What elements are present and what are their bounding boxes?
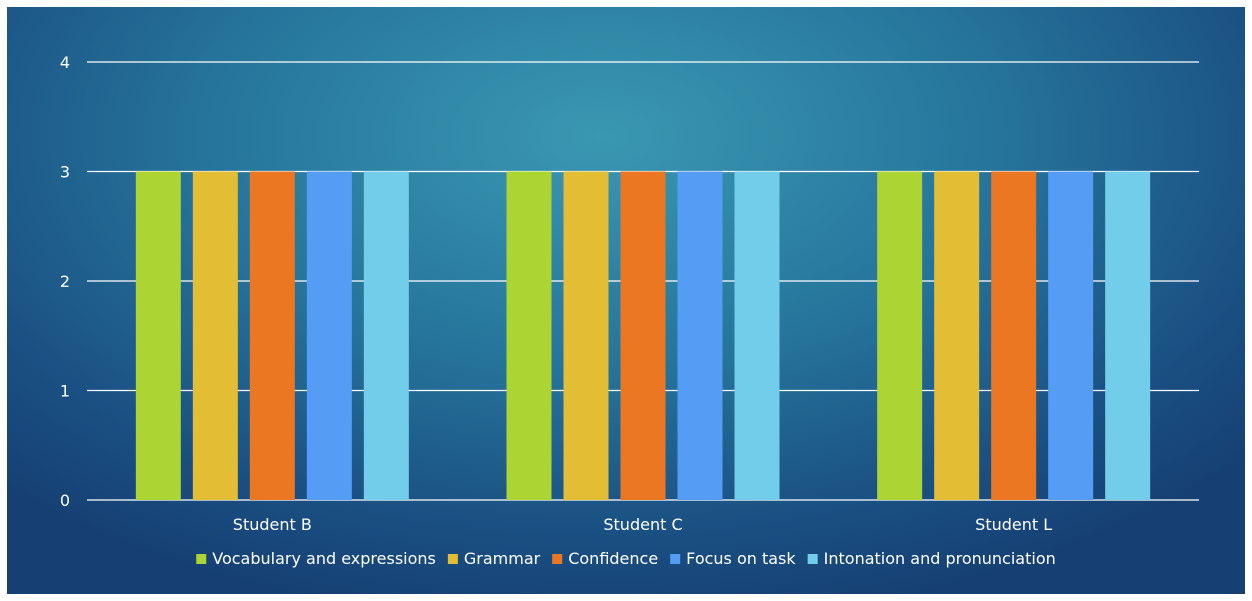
legend-swatch bbox=[552, 554, 563, 564]
bar-focus-on-task-student-l bbox=[1048, 171, 1094, 500]
y-tick-label: 4 bbox=[60, 53, 70, 72]
bar-chart: 0 1 2 3 4 Student B Student C Student L Vocabu… bbox=[60, 53, 1199, 568]
y-axis-tick-labels: 0 1 2 3 4 bbox=[60, 53, 70, 510]
bar-focus-on-task-student-b bbox=[306, 171, 352, 500]
bar-intonation-and-pronunciation-student-b bbox=[363, 171, 409, 500]
bar-confidence-student-b bbox=[249, 171, 295, 500]
legend-label: Grammar bbox=[464, 549, 541, 568]
legend-item: Confidence bbox=[552, 549, 658, 568]
legend-label: Focus on task bbox=[686, 549, 796, 568]
legend-label: Confidence bbox=[568, 549, 658, 568]
legend-item: Vocabulary and expressions bbox=[196, 549, 436, 568]
y-tick-label: 2 bbox=[60, 272, 70, 291]
bar-grammar-student-c bbox=[563, 171, 609, 500]
bar-focus-on-task-student-c bbox=[677, 171, 723, 500]
legend-swatch bbox=[196, 554, 207, 564]
legend-swatch bbox=[670, 554, 681, 564]
bar-confidence-student-c bbox=[620, 171, 666, 500]
legend-item: Grammar bbox=[447, 549, 541, 568]
bar-grammar-student-b bbox=[192, 171, 238, 500]
bar-confidence-student-l bbox=[991, 171, 1037, 500]
legend-item: Focus on task bbox=[670, 549, 796, 568]
y-tick-label: 0 bbox=[60, 491, 70, 510]
x-category-label: Student B bbox=[233, 515, 312, 534]
x-axis-category-labels: Student B Student C Student L bbox=[233, 515, 1052, 534]
legend-swatch bbox=[807, 554, 818, 564]
bar-intonation-and-pronunciation-student-c bbox=[734, 171, 780, 500]
y-tick-label: 1 bbox=[60, 382, 70, 401]
bars bbox=[135, 171, 1151, 500]
chart-area: 0 1 2 3 4 Student B Student C Student L Vocabu… bbox=[7, 7, 1245, 594]
legend-swatch bbox=[447, 554, 458, 564]
legend-label: Vocabulary and expressions bbox=[212, 549, 436, 568]
legend-label: Intonation and pronunciation bbox=[824, 549, 1056, 568]
legend-item: Intonation and pronunciation bbox=[807, 549, 1056, 568]
y-tick-label: 3 bbox=[60, 163, 70, 182]
bar-vocabulary-and-expressions-student-b bbox=[135, 171, 181, 500]
x-category-label: Student C bbox=[603, 515, 682, 534]
bar-intonation-and-pronunciation-student-l bbox=[1105, 171, 1151, 500]
bar-grammar-student-l bbox=[934, 171, 980, 500]
bar-vocabulary-and-expressions-student-c bbox=[506, 171, 552, 500]
bar-vocabulary-and-expressions-student-l bbox=[877, 171, 923, 500]
x-category-label: Student L bbox=[975, 515, 1052, 534]
legend: Vocabulary and expressions Grammar Confide… bbox=[196, 549, 1056, 568]
